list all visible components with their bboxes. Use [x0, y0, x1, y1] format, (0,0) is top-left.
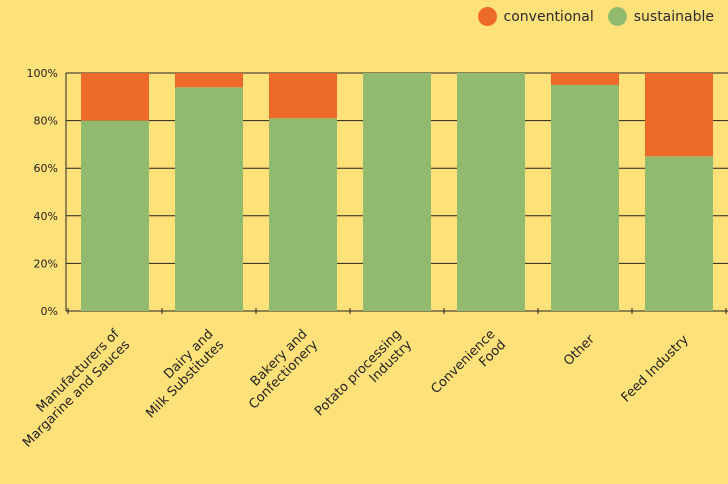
x-category-label-5: Other [561, 332, 598, 369]
bar-sustainable-1 [175, 87, 243, 311]
bar-conventional-1 [175, 73, 243, 88]
x-category-label-5-line-0: Other [561, 332, 598, 369]
y-tick-label-1: 20% [34, 257, 58, 270]
legend-label-sustainable: sustainable [633, 8, 714, 25]
bar-conventional-2 [269, 73, 337, 119]
y-tick-label-0: 0% [41, 305, 58, 318]
legend-label-conventional: conventional [503, 8, 594, 25]
bar-conventional-0 [81, 73, 149, 121]
y-tick-label-5: 100% [27, 67, 58, 80]
x-category-label-6: Feed Industry [619, 332, 692, 405]
y-tick-label-2: 40% [34, 210, 58, 223]
x-category-label-0: Manufacturers ofMargarine and Sauces [10, 327, 134, 451]
y-tick-label-3: 60% [34, 162, 58, 175]
x-category-label-2: Bakery andConfectionery [236, 327, 322, 413]
bar-sustainable-0 [81, 120, 149, 311]
bar-sustainable-3 [363, 73, 431, 311]
legend-item-conventional[interactable]: conventional [477, 7, 594, 26]
legend: conventional sustainable [464, 7, 714, 26]
legend-item-sustainable[interactable]: sustainable [607, 7, 714, 26]
x-category-label-3-line-0: Potato processing [312, 327, 404, 419]
x-category-label-4: ConvenienceFood [428, 327, 509, 408]
bar-sustainable-6 [645, 156, 713, 311]
bar-sustainable-4 [457, 73, 525, 311]
bar-sustainable-2 [269, 118, 337, 311]
bar-sustainable-5 [551, 84, 619, 312]
x-category-label-0-line-1: Margarine and Sauces [20, 337, 133, 450]
bar-conventional-6 [645, 73, 713, 157]
x-category-label-3: Potato processingIndustry [312, 327, 415, 430]
x-category-label-6-line-0: Feed Industry [619, 332, 692, 405]
y-tick-label-4: 80% [34, 115, 58, 128]
bar-conventional-5 [551, 73, 619, 85]
x-category-label-1: Dairy andMilk Substitutes [133, 327, 228, 422]
legend-swatch-conventional [477, 7, 497, 26]
legend-swatch-sustainable [607, 7, 627, 26]
